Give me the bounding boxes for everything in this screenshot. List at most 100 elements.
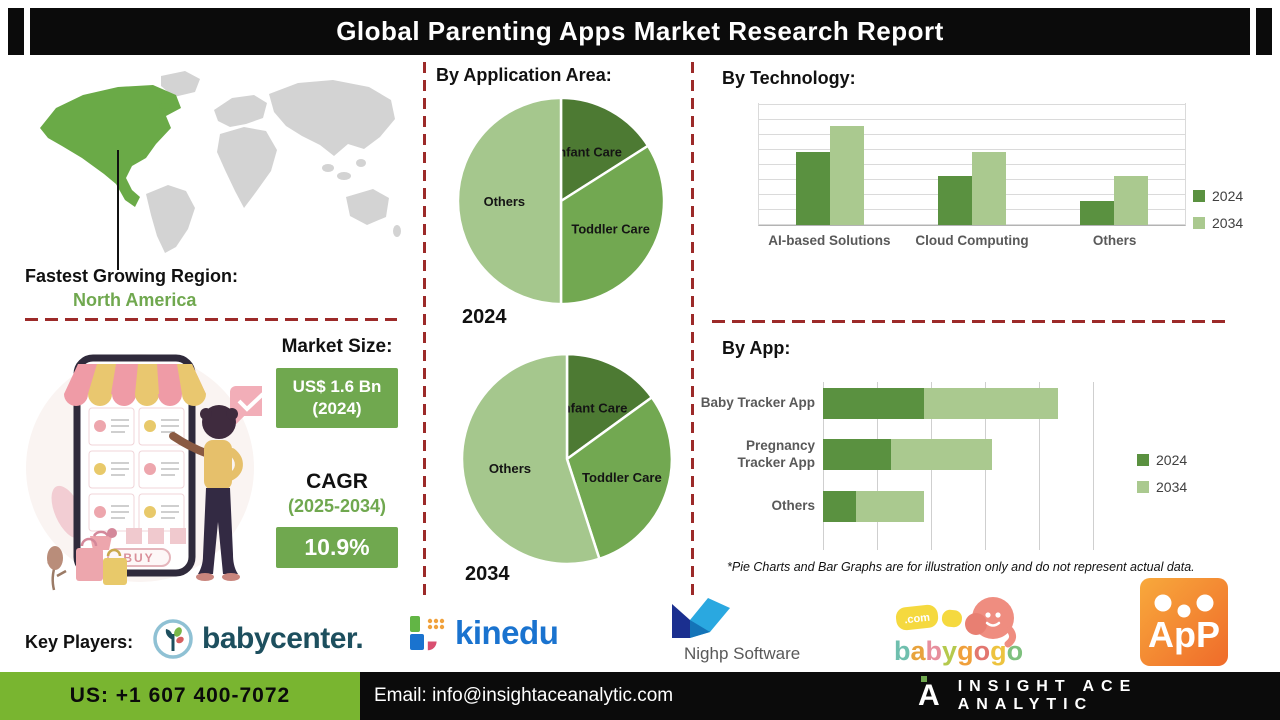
divider-middle-left	[423, 62, 426, 600]
technology-category-labels: AI-based Solutions Cloud Computing Others	[758, 233, 1186, 248]
cagr-label: CAGR	[306, 470, 368, 494]
hbar-track	[823, 439, 1096, 471]
hbar-category-label: Baby Tracker App	[700, 395, 815, 411]
world-map-svg	[40, 71, 401, 253]
basket-icon	[90, 528, 117, 550]
decor-plant	[47, 546, 67, 591]
region-north-america	[40, 85, 181, 207]
logo-nighp: Nighp Software	[666, 594, 800, 664]
pie-slice-toddler-care	[559, 144, 666, 306]
legend-item: 2024	[1137, 452, 1187, 468]
buy-label: BUY	[123, 551, 154, 565]
brand-logo-dot	[921, 676, 927, 682]
app-wordmark: ApP	[1148, 614, 1220, 655]
pie-slice-others	[460, 352, 601, 566]
bar-2034	[972, 151, 1006, 225]
pie-slice-label: Infant Care	[555, 144, 622, 159]
hbar-row: Baby Tracker App	[700, 388, 1230, 419]
legend-item: 2034	[1193, 215, 1243, 231]
awning	[64, 364, 206, 406]
pie-slice-others	[456, 96, 563, 306]
fastest-growing-region: Fastest Growing Region: North America	[25, 266, 305, 311]
landmass-africa	[217, 127, 277, 208]
section-title-app: By App:	[722, 338, 791, 358]
landmass-europe	[214, 95, 267, 127]
app-icon: ApP	[1140, 578, 1228, 666]
landmass-australia	[346, 189, 389, 225]
shopping-bags	[76, 537, 127, 585]
bar-2024	[938, 176, 972, 225]
person	[169, 405, 243, 581]
hbar-track	[823, 490, 1096, 522]
footer-email-block: Email: info@insightaceanalytic.com	[360, 672, 1280, 720]
bar-segment-2034	[855, 490, 924, 522]
bar-segment-2024	[823, 388, 924, 419]
phone-thumbnails	[126, 528, 186, 544]
pie-slice-infant-care	[559, 96, 650, 204]
logo-app: ApP	[1140, 578, 1228, 666]
pie-year-2024: 2024	[462, 306, 507, 328]
legend-swatch-2034	[1137, 481, 1149, 493]
header-corner-right	[1256, 8, 1272, 55]
pie-slice-label: Toddler Care	[571, 221, 649, 236]
page-title: Global Parenting Apps Market Research Re…	[336, 16, 944, 46]
babycenter-icon	[153, 619, 193, 659]
technology-legend: 2024 2034	[1193, 188, 1243, 231]
hbar-track	[823, 388, 1096, 419]
bar-2024	[796, 151, 830, 225]
hbar-category-label: Pregnancy Tracker App	[737, 438, 815, 470]
divider-middle-right	[691, 62, 694, 602]
bar-2024	[1080, 200, 1114, 225]
market-size-value: US$ 1.6 Bn	[292, 377, 382, 396]
bar-group	[901, 103, 1043, 225]
hbar-row: Others	[700, 490, 1230, 522]
babycenter-wordmark: babycenter.	[202, 622, 364, 655]
legend-swatch-2024	[1137, 454, 1149, 466]
app-legend: 2024 2034	[1137, 452, 1187, 495]
brand-block: A INSIGHT ACE ANALYTIC	[918, 672, 1280, 720]
landmass-greenland	[161, 71, 200, 97]
pie-slice-infant-care	[565, 352, 654, 462]
legend-label: 2034	[1212, 215, 1244, 231]
legend-swatch-2024	[1193, 190, 1205, 202]
market-size-label: Market Size:	[281, 336, 393, 357]
legend-swatch-2034	[1193, 217, 1205, 229]
babygogo-svg: .com babygogo	[894, 597, 1023, 666]
pie-slice-toddler-care	[565, 395, 674, 561]
legend-item: 2034	[1137, 479, 1187, 495]
kinedu-wordmark: kinedu	[455, 614, 559, 651]
world-map	[28, 66, 410, 266]
hbar-row: Pregnancy Tracker App	[700, 438, 1230, 472]
technology-bar-chart: AI-based Solutions Cloud Computing Others	[758, 103, 1186, 248]
region-label: Fastest Growing Region:	[25, 266, 239, 286]
brand-logo-icon: A	[918, 676, 944, 713]
babygogo-letters: babygogo	[894, 636, 1023, 666]
pie-year-2034: 2034	[465, 563, 510, 585]
pie-slice-label: Toddler Care	[582, 470, 662, 485]
bar-group	[1043, 103, 1185, 225]
header-corner-left	[8, 8, 24, 55]
email-address: Email: info@insightaceanalytic.com	[374, 685, 674, 706]
legend-item: 2024	[1193, 188, 1243, 204]
pie-slice-label: Others	[489, 461, 531, 476]
divider-right	[712, 320, 1230, 323]
bar-segment-2024	[823, 490, 856, 522]
brand-name: INSIGHT ACE ANALYTIC	[957, 678, 1138, 713]
section-title-application: By Application Area:	[436, 65, 612, 85]
app-bar-chart: Baby Tracker App Pregnancy Tracker App Oth…	[700, 382, 1230, 550]
nighp-wordmark: Nighp Software	[684, 644, 801, 663]
shopping-illustration-svg: BUY	[26, 354, 272, 591]
app-chart-rows: Baby Tracker App Pregnancy Tracker App Oth…	[700, 388, 1230, 522]
kinedu-icon	[410, 616, 445, 651]
bar-category-label: AI-based Solutions	[768, 233, 891, 248]
logo-babycenter: babycenter.	[152, 618, 364, 660]
buy-button: BUY	[107, 548, 171, 567]
landmass-asia	[269, 80, 395, 156]
cagr-period: (2025-2034)	[287, 496, 387, 517]
cagr-value-box: 10.9%	[276, 527, 398, 569]
divider-left	[25, 318, 397, 321]
shopping-illustration: BUY	[22, 330, 272, 592]
header: Global Parenting Apps Market Research Re…	[30, 8, 1250, 55]
phone-product-grid	[88, 407, 185, 532]
